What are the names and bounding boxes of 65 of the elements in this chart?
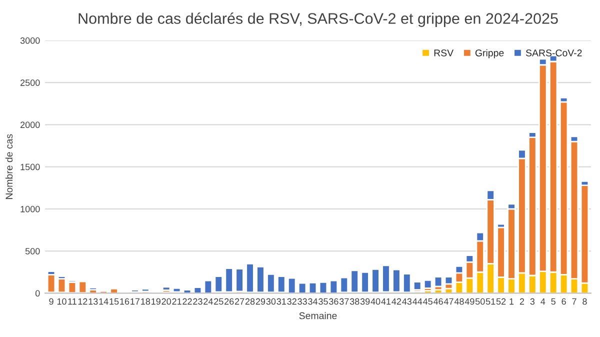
x-tick-label: 38 xyxy=(350,298,360,305)
x-tick-label: 44 xyxy=(412,298,422,305)
x-tick-label: 30 xyxy=(266,298,276,305)
x-tick-label: 20 xyxy=(162,298,171,305)
x-tick-label: 26 xyxy=(224,298,234,305)
x-tick-label: 13 xyxy=(88,298,98,305)
y-tick-label: 3000 xyxy=(20,37,40,44)
x-tick-label: 32 xyxy=(287,298,296,305)
x-tick-label: 23 xyxy=(193,298,202,305)
x-tick-label: 22 xyxy=(182,298,192,305)
x-tick-label: 46 xyxy=(433,298,443,305)
x-tick-label: 49 xyxy=(464,298,474,305)
x-tick-label: 15 xyxy=(110,298,119,305)
legend-label: Grippe xyxy=(475,49,504,58)
x-tick-label: 12 xyxy=(78,298,88,305)
x-tick-label: 47 xyxy=(444,298,454,305)
x-tick-label: 45 xyxy=(423,298,432,305)
x-tick-label: 35 xyxy=(318,298,328,305)
x-tick-label: 17 xyxy=(130,298,140,305)
x-tick-label: 31 xyxy=(276,298,286,305)
x-tick-label: 6 xyxy=(562,298,566,305)
x-tick-label: 27 xyxy=(234,298,244,305)
x-tick-label: 39 xyxy=(360,298,370,305)
x-tick-label: 1 xyxy=(510,298,514,305)
x-tick-label: 50 xyxy=(475,298,485,305)
x-axis-title: Semaine xyxy=(299,312,337,320)
x-tick-label: 41 xyxy=(381,298,391,305)
x-tick-label: 8 xyxy=(582,298,587,305)
x-tick-label: 34 xyxy=(308,298,318,305)
y-tick-label: 2500 xyxy=(20,80,40,86)
y-tick-label: 1000 xyxy=(20,206,40,212)
y-tick-label: 2000 xyxy=(20,122,40,128)
x-tick-label: 5 xyxy=(551,298,556,305)
x-tick-label: 51 xyxy=(486,298,496,305)
x-tick-label: 4 xyxy=(540,298,546,305)
x-tick-label: 21 xyxy=(172,298,182,305)
x-tick-label: 24 xyxy=(204,298,213,305)
x-tick-label: 19 xyxy=(152,298,160,305)
y-tick-label: 0 xyxy=(35,290,40,297)
x-tick-label: 36 xyxy=(329,298,338,305)
x-tick-label: 2 xyxy=(520,298,524,305)
x-tick-label: 33 xyxy=(298,298,307,305)
legend-label: SARS-CoV-2 xyxy=(526,50,582,56)
x-tick-label: 40 xyxy=(370,298,380,305)
x-tick-label: 18 xyxy=(141,298,150,305)
x-tick-label: 29 xyxy=(256,298,266,305)
legend-label: RSV xyxy=(434,50,454,56)
x-tick-label: 52 xyxy=(496,298,506,305)
x-tick-label: 37 xyxy=(339,298,349,305)
y-tick-label: 500 xyxy=(25,248,40,254)
x-tick-label: 11 xyxy=(68,298,76,305)
x-tick-label: 3 xyxy=(530,298,535,305)
y-tick-label: 1500 xyxy=(20,164,40,170)
x-tick-label: 10 xyxy=(57,298,66,305)
x-tick-label: 28 xyxy=(245,298,255,305)
x-tick-label: 9 xyxy=(49,298,54,305)
y-axis-title: Nombre de cas xyxy=(5,134,13,199)
x-tick-label: 48 xyxy=(454,298,464,305)
chart-title: Nombre de cas déclarés de RSV, SARS-CoV-2 et grippe en 2024-2025 xyxy=(78,12,558,27)
x-tick-label: 25 xyxy=(214,298,224,305)
x-tick-label: 14 xyxy=(99,298,108,305)
x-tick-label: 7 xyxy=(572,298,576,305)
x-tick-label: 16 xyxy=(120,298,130,305)
x-tick-label: 43 xyxy=(402,298,412,305)
x-tick-label: 42 xyxy=(392,298,402,305)
